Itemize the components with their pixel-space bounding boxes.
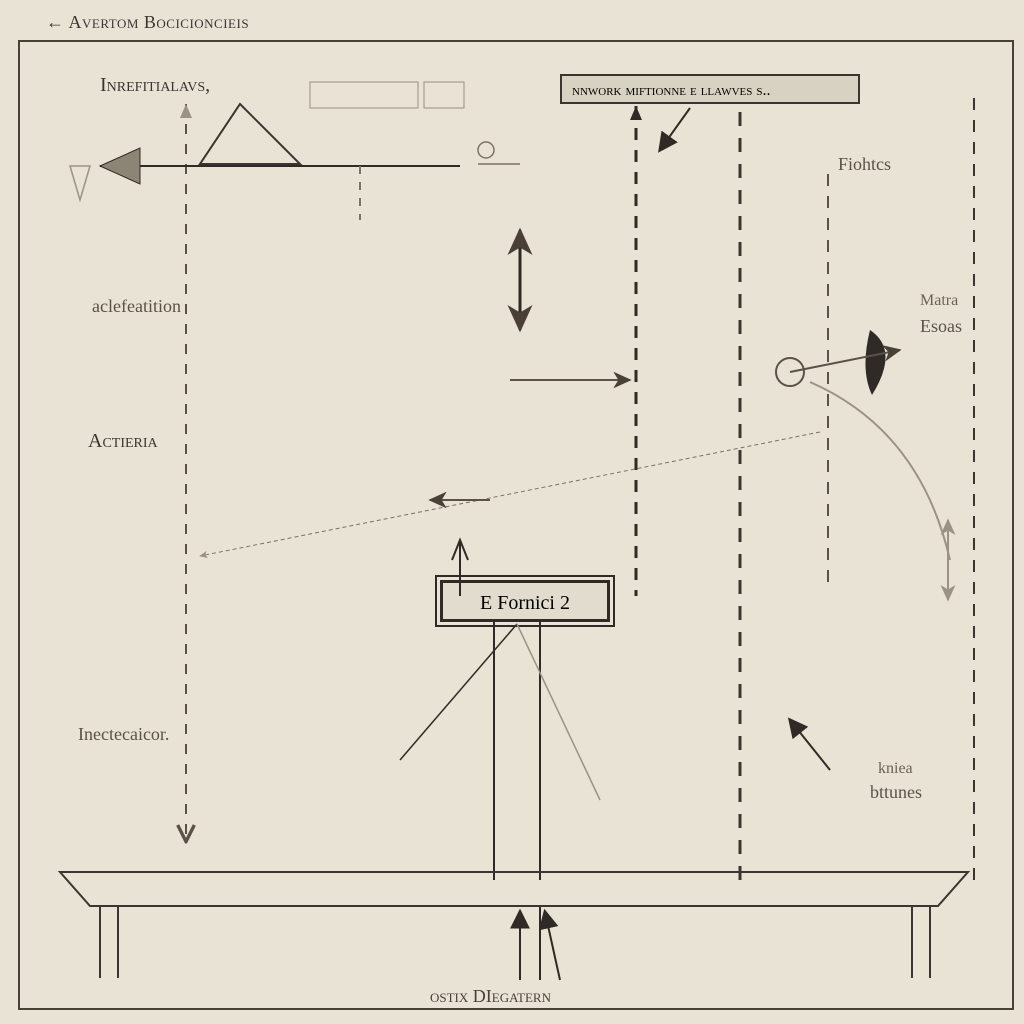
newton-laws-box: nnwork miftionne e llawves s.. bbox=[560, 74, 860, 104]
title-arrow-icon: ← bbox=[46, 12, 65, 32]
label-acceleration: aclefeatition bbox=[92, 296, 181, 317]
label-btunes: bttunes bbox=[870, 782, 922, 803]
label-mass-2: Esoas bbox=[920, 316, 962, 337]
label-inertia: Inectecaicor. bbox=[78, 724, 169, 745]
title-text: Avertom Bocicioncieis bbox=[69, 12, 250, 32]
force-formula-box: E Fornici 2 bbox=[440, 580, 610, 622]
diagram-frame bbox=[18, 40, 1014, 1010]
diagram-title: ← Avertom Bocicioncieis bbox=[46, 12, 249, 33]
label-action: Actieria bbox=[88, 430, 158, 453]
label-inertial-laws: Inrefitialavs, bbox=[100, 74, 210, 97]
label-knea: kniea bbox=[878, 760, 913, 778]
label-bottom: ostix DIegatern bbox=[430, 986, 551, 1007]
label-mass-1: Matra bbox=[920, 292, 958, 310]
label-forces: Fiohtcs bbox=[838, 154, 891, 175]
